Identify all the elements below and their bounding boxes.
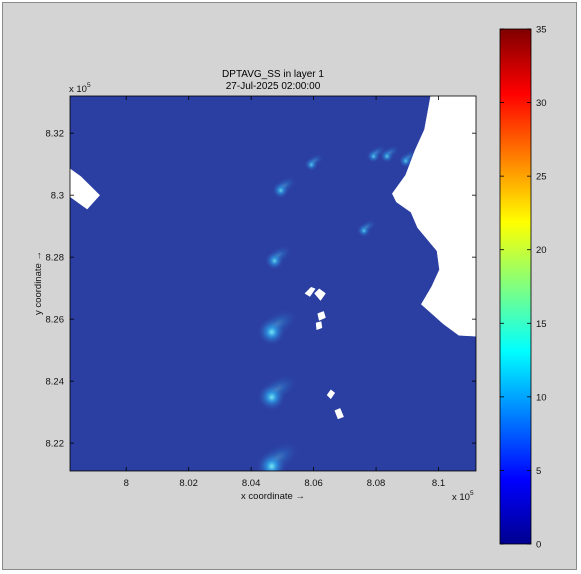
hotspot <box>365 144 387 164</box>
hotspot <box>270 175 298 200</box>
colorbar-frame <box>499 28 532 545</box>
x-tick-label: 8.1 <box>432 478 445 489</box>
y-tick-label: 8.26 <box>46 315 65 326</box>
colorbar-tick-label: 10 <box>536 392 547 403</box>
colorbar-tick-label: 25 <box>536 172 547 183</box>
hotspot <box>253 440 302 471</box>
x-tick-label: 8.02 <box>179 478 198 489</box>
y-tick-label: 8.32 <box>46 129 65 140</box>
y-tick-label: 8.24 <box>46 377 65 388</box>
land-polygon <box>334 408 344 420</box>
y-axis: 8.22 8.24 8.26 8.28 8.3 8.32 <box>46 129 476 450</box>
hotspot <box>378 144 401 164</box>
plot-frame <box>69 95 477 472</box>
land-polygon <box>392 96 476 337</box>
chart-subtitle: 27-Jul-2025 02:00:00 <box>226 81 321 92</box>
hotspot <box>355 219 378 238</box>
land-polygon <box>315 321 323 331</box>
colorbar-tick-label: 35 <box>536 25 547 36</box>
chart-title: DPTAVG_SS in layer 1 <box>222 69 324 80</box>
x-exponent-label: x 105 <box>452 490 474 503</box>
colorbar-tick-label: 0 <box>536 540 541 551</box>
land-polygon <box>304 286 316 297</box>
hotspot <box>303 153 325 172</box>
x-tick-label: 8.04 <box>242 478 261 489</box>
x-axis: 8 8.02 8.04 8.06 8.08 8.1 <box>124 96 445 489</box>
hotspot <box>254 307 300 347</box>
colorbar-tick-label: 15 <box>536 319 547 330</box>
y-exponent-label: x 105 <box>69 82 91 95</box>
x-tick-label: 8.08 <box>367 478 386 489</box>
land-polygon <box>326 389 336 400</box>
land-polygon <box>70 168 101 210</box>
x-tick-label: 8 <box>124 478 129 489</box>
hotspot-layer <box>253 144 420 471</box>
colorbar-tick-label: 5 <box>536 466 541 477</box>
colorbar-ticks: 0 5 10 15 20 25 30 35 <box>500 25 547 551</box>
hotspot <box>254 372 300 412</box>
y-axis-label: y coordinate → <box>33 251 44 315</box>
land-layer <box>70 96 476 420</box>
colorbar <box>500 29 531 544</box>
x-axis-label: x coordinate → <box>241 491 305 502</box>
land-polygon <box>317 311 326 321</box>
y-tick-label: 8.3 <box>51 191 64 202</box>
x-tick-label: 8.06 <box>304 478 323 489</box>
colorbar-tick-label: 30 <box>536 98 547 109</box>
y-tick-label: 8.28 <box>46 253 65 264</box>
hotspot <box>262 244 294 271</box>
y-tick-label: 8.22 <box>46 439 65 450</box>
land-polygon <box>314 288 326 301</box>
colorbar-tick-label: 20 <box>536 245 547 256</box>
